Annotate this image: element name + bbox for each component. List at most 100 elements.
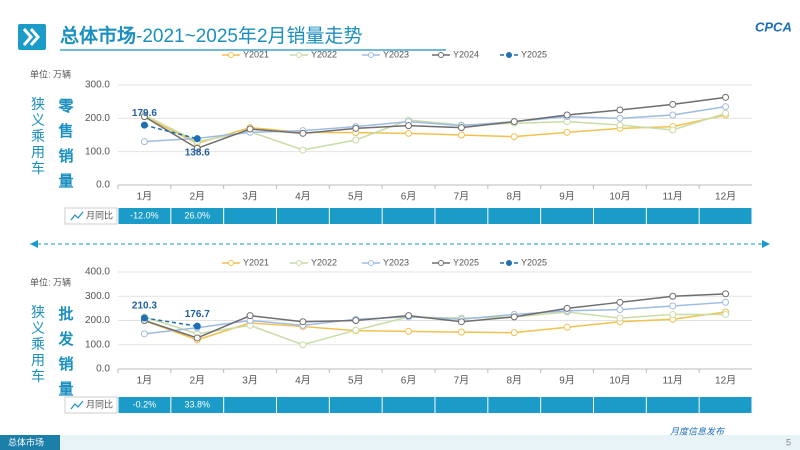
legend-label: Y2023 — [383, 49, 409, 59]
x-tick-label: 12月 — [715, 375, 736, 387]
point — [352, 326, 360, 334]
data-label: 138.6 — [185, 147, 210, 158]
yoy-cell — [277, 208, 329, 224]
y-axis-unit: 单位: 万辆 — [30, 68, 71, 79]
legend-label: Y2025 — [521, 257, 547, 267]
yoy-cell — [382, 208, 435, 224]
point — [722, 93, 730, 101]
data-label: 210.3 — [132, 301, 157, 312]
yoy-cell — [646, 208, 699, 224]
series-line — [144, 311, 726, 341]
legend-marker — [228, 52, 234, 58]
legend-marker — [438, 260, 444, 266]
yoy-cell — [594, 208, 646, 224]
point — [352, 317, 360, 324]
point — [246, 312, 254, 320]
legend-marker — [368, 52, 374, 58]
x-tick-label: 11月 — [663, 375, 683, 387]
yoy-cell — [277, 397, 329, 413]
point — [299, 129, 307, 137]
x-tick-label: 8月 — [506, 191, 522, 203]
side-label: 狭义乘用车 — [31, 96, 45, 176]
yoy-value: -0.2% — [133, 399, 157, 409]
series-line — [144, 96, 726, 150]
point — [616, 306, 624, 314]
footer-bar — [0, 435, 800, 450]
legend-marker — [438, 52, 444, 58]
point — [722, 310, 730, 318]
legend-label: Y2021 — [243, 49, 269, 59]
point — [510, 133, 518, 141]
point — [140, 314, 148, 322]
point — [140, 138, 148, 146]
y-tick-label: 100.0 — [85, 146, 110, 157]
yoy-value: -12.0% — [130, 210, 159, 220]
point — [299, 341, 307, 349]
x-tick-label: 7月 — [454, 191, 470, 203]
yoy-header — [64, 396, 118, 414]
point — [299, 146, 307, 154]
x-tick-label: 9月 — [559, 375, 575, 387]
point — [722, 103, 730, 111]
x-tick-label: 3月 — [242, 375, 258, 387]
x-tick-label: 4月 — [295, 375, 311, 387]
series-line — [144, 293, 726, 339]
x-tick-label: 10月 — [609, 191, 630, 203]
yoy-cell — [435, 208, 488, 224]
point — [510, 118, 518, 126]
y-tick-label: 400.0 — [85, 267, 110, 278]
point — [510, 313, 518, 321]
series-line — [144, 105, 726, 143]
x-tick-label: 7月 — [454, 375, 470, 387]
yoy-value: 33.8% — [184, 399, 210, 409]
yoy-cell — [118, 208, 171, 224]
legend-marker — [296, 260, 302, 266]
legend-label: Y2023 — [383, 257, 409, 267]
point — [140, 113, 148, 121]
y-tick-label: 0.0 — [96, 364, 110, 375]
title-main: 总体市场 — [60, 24, 136, 47]
yoy-cell — [329, 208, 382, 224]
title: 总体市场-2021~2025年2月销量走势 — [60, 24, 363, 47]
panel-title: 零售销量 — [57, 98, 74, 190]
yoy-value: 26.0% — [184, 210, 210, 220]
point — [722, 298, 730, 306]
legend-marker — [506, 260, 512, 266]
x-tick-label: 2月 — [189, 375, 205, 387]
footer-tab — [0, 435, 60, 450]
yoy-header — [64, 207, 118, 225]
y-tick-label: 300.0 — [85, 80, 110, 91]
page-number: 5 — [786, 437, 791, 447]
yoy-cell — [118, 397, 171, 413]
point — [669, 292, 677, 300]
y-axis-unit: 单位: 万辆 — [30, 276, 71, 287]
y-tick-label: 300.0 — [85, 291, 110, 302]
x-tick-label: 2月 — [189, 191, 205, 203]
yoy-icon — [70, 211, 84, 221]
yoy-cell — [541, 397, 593, 413]
point — [193, 135, 201, 143]
side-label: 狭义乘用车 — [31, 304, 45, 384]
legend-marker — [368, 260, 374, 266]
point — [457, 124, 465, 132]
legend-label: Y2025 — [453, 257, 479, 267]
title-icon — [18, 24, 46, 50]
yoy-icon — [70, 400, 84, 410]
y-tick-label: 200.0 — [85, 113, 110, 124]
x-tick-label: 5月 — [348, 375, 364, 387]
point — [669, 100, 677, 108]
logo: CPCA — [755, 19, 792, 34]
point — [722, 290, 730, 298]
point — [140, 121, 148, 129]
yoy-cell — [224, 208, 276, 224]
yoy-cell — [488, 208, 541, 224]
point — [669, 310, 677, 318]
panel-title: 批发销量 — [57, 305, 74, 398]
point — [299, 318, 307, 326]
series-line — [144, 114, 726, 145]
point — [616, 314, 624, 322]
yoy-cell — [594, 397, 646, 413]
series-line — [144, 124, 198, 140]
